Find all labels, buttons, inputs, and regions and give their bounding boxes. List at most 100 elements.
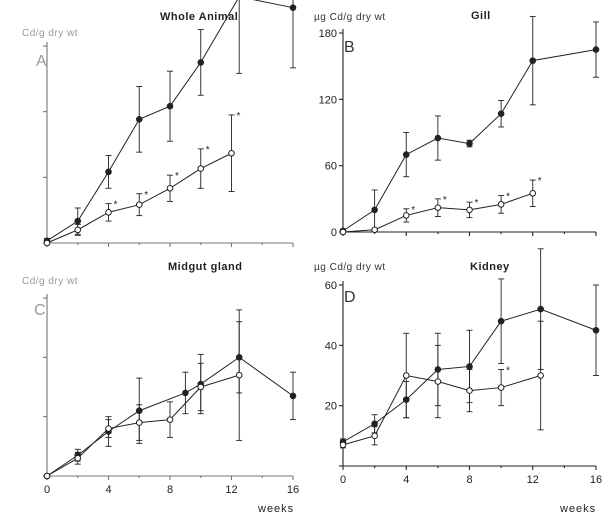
panel-d-point-open — [434, 378, 442, 385]
panel-a-significance-star: * — [144, 190, 148, 201]
panel-c-letter: C — [34, 302, 46, 319]
panel-b-series: * * * * * — [339, 15, 600, 236]
panel-c-series-filled-line — [46, 356, 294, 477]
panel-d-point-open — [402, 372, 410, 379]
panel-d-ylabel: µg Cd/g dry wt — [314, 262, 386, 273]
panel-b-point-open — [402, 212, 410, 219]
panel-a-point-open — [228, 149, 235, 157]
panel-a-point-filled — [289, 4, 297, 11]
panel-b-point-filled — [497, 110, 505, 118]
panel-b-point-filled — [529, 57, 537, 64]
panel-a-point-filled — [166, 102, 174, 110]
panel-b-point-filled — [402, 151, 410, 158]
panel-d-point-filled — [537, 305, 544, 313]
panel-a-letter: A — [36, 53, 47, 70]
panel-a-series: * * * * * — [43, 0, 297, 247]
panel-a-ylabel: Cd/g dry wt — [22, 28, 78, 39]
panel-b-point-open — [371, 226, 378, 234]
panel-d-x-tick-label: 16 — [590, 474, 602, 486]
panel-b-y-tick-label: 120 — [319, 94, 337, 106]
panel-b-point-filled — [434, 134, 442, 142]
panel-c-x-tick-label: 12 — [225, 484, 237, 496]
panel-b-point-open — [497, 201, 505, 208]
panel-a-point-filled — [105, 168, 112, 176]
panel-d-x-tick-label: 12 — [527, 474, 539, 486]
panel-b-point-filled — [371, 206, 378, 214]
panel-d-title: Kidney — [470, 261, 510, 273]
panel-a-significance-star: * — [114, 200, 118, 211]
panel-a: A Whole Animal Cd/g dry wt * * * * * — [22, 0, 297, 247]
panel-b-significance-star: * — [538, 176, 542, 187]
panel-c-x-tick-label: 4 — [105, 484, 111, 496]
panel-d-point-filled — [466, 363, 473, 370]
panel-d-letter: D — [344, 289, 356, 306]
panel-d-point-filled — [497, 317, 505, 325]
panel-c-title: Midgut gland — [168, 261, 242, 273]
panel-c-ylabel: Cd/g dry wt — [22, 276, 78, 287]
panel-a-point-open — [105, 209, 112, 216]
panel-d-point-open — [371, 432, 378, 440]
panel-d-series-filled-line — [342, 308, 597, 443]
panel-b-axes: 0 60 120 180 — [319, 28, 597, 239]
panel-b-significance-star: * — [475, 198, 479, 209]
panel-a-point-open — [135, 201, 143, 208]
panel-b-title: Gill — [471, 10, 491, 22]
panel-c-xlabel: weeks — [257, 503, 294, 515]
panel-d-significance-star: * — [506, 365, 510, 376]
panel-d-point-open — [537, 372, 544, 379]
panel-a-point-filled — [135, 116, 143, 123]
panel-d-y-tick-label: 20 — [325, 401, 337, 413]
panel-a-point-open — [197, 165, 205, 172]
panel-c: C Midgut gland Cd/g dry wt 0 4 8 12 16 weeks — [22, 261, 299, 515]
panel-c-point-open — [235, 371, 243, 379]
panel-b-letter: B — [344, 39, 355, 56]
panel-c-x-tick-label: 16 — [287, 484, 299, 496]
panel-d-point-open — [339, 441, 347, 449]
panel-a-significance-star: * — [175, 171, 179, 182]
panel-c-point-open — [105, 425, 112, 432]
panel-b-y-tick-label: 0 — [331, 227, 337, 239]
panel-a-point-open — [43, 239, 51, 247]
panel-b-point-filled — [592, 46, 600, 53]
panel-d-point-open — [497, 384, 505, 391]
panel-d-xlabel: weeks — [559, 503, 596, 515]
panel-a-point-open — [74, 226, 82, 234]
panel-a-significance-star: * — [237, 111, 241, 122]
panel-b-significance-star: * — [443, 195, 447, 206]
panel-d-x-tick-label: 8 — [466, 474, 472, 486]
panel-b-series-filled-line — [342, 49, 597, 232]
panel-b-significance-star: * — [506, 192, 510, 203]
panel-a-axes — [43, 42, 294, 247]
panel-c-point-open — [74, 454, 82, 462]
panel-a-point-filled — [74, 217, 82, 225]
panel-c-point-open — [43, 472, 51, 480]
panel-b: B Gill µg Cd/g dry wt 0 60 120 180 * * * * * — [314, 10, 600, 239]
panel-b-point-open — [529, 190, 537, 197]
panel-b-y-tick-label: 60 — [325, 161, 337, 173]
panel-b-point-open — [434, 204, 442, 211]
panel-b-point-open — [339, 228, 347, 236]
panel-b-y-tick-label: 180 — [319, 28, 337, 40]
panel-d-point-open — [466, 387, 473, 394]
panel-c-x-tick-label: 0 — [44, 484, 50, 496]
panel-d-x-tick-label: 0 — [340, 474, 346, 486]
panel-c-point-open — [197, 383, 205, 391]
panel-d-series: * — [339, 248, 600, 449]
panel-c-point-open — [166, 416, 174, 423]
panel-b-significance-star: * — [411, 205, 415, 216]
panel-c-point-open — [135, 419, 143, 426]
panel-d-x-tick-label: 4 — [403, 474, 409, 486]
panel-a-significance-star: * — [206, 145, 210, 156]
panel-c-point-filled — [289, 392, 297, 400]
panel-c-axes: 0 4 8 12 16 — [43, 294, 299, 496]
panel-d-point-filled — [371, 420, 378, 428]
panel-b-point-filled — [466, 140, 473, 147]
panel-c-point-filled — [182, 389, 189, 397]
panel-c-x-tick-label: 8 — [167, 484, 173, 496]
panel-a-point-filled — [197, 59, 205, 66]
panel-c-series — [43, 309, 297, 480]
panel-a-point-open — [166, 184, 174, 192]
panel-b-point-open — [466, 206, 473, 214]
